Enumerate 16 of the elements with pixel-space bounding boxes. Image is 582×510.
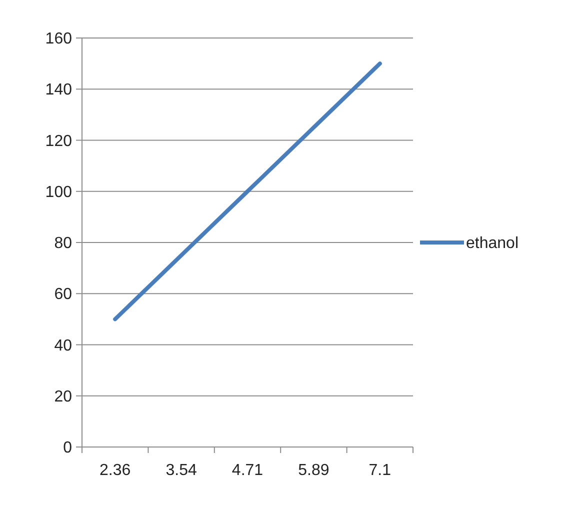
- y-tick-label: 140: [45, 82, 72, 99]
- y-tick-label: 60: [54, 286, 72, 304]
- x-tick-label: 4.71: [232, 462, 264, 479]
- y-tick-label: 40: [54, 337, 72, 354]
- x-tick-label: 3.54: [166, 462, 197, 479]
- y-tick-label: 0: [63, 440, 72, 457]
- y-tick-label: 20: [54, 388, 72, 406]
- x-tick-label: 5.89: [298, 462, 330, 479]
- y-tick-label: 100: [45, 184, 72, 201]
- legend-label: ethanol: [466, 235, 518, 252]
- x-tick-label: 2.36: [100, 462, 131, 479]
- x-tick-label: 7.1: [368, 462, 392, 479]
- y-tick-label: 120: [45, 132, 72, 150]
- y-tick-label: 160: [45, 30, 72, 48]
- y-tick-label: 80: [54, 235, 72, 252]
- line-series: [113, 62, 382, 322]
